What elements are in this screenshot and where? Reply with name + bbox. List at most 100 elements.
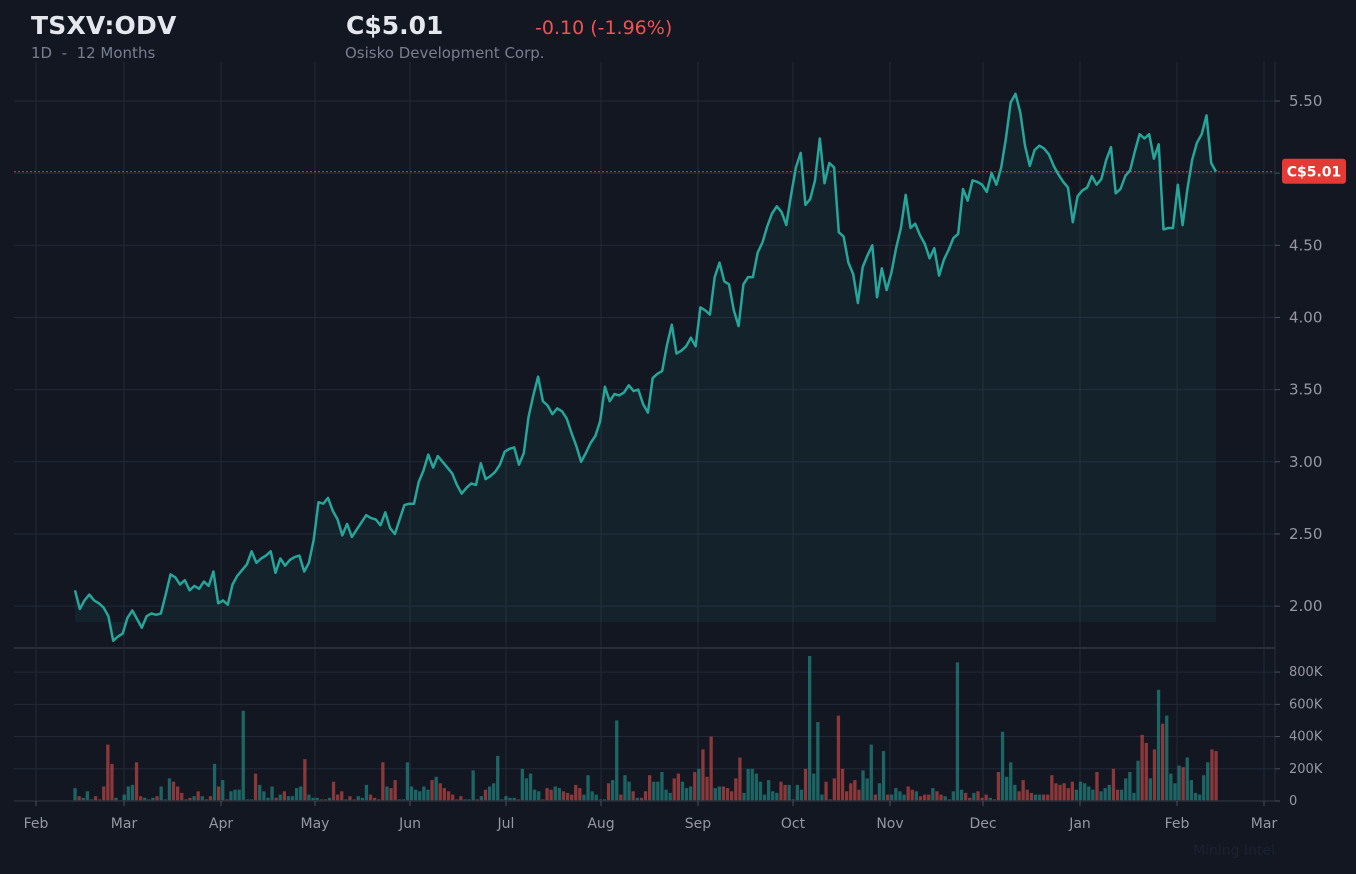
volume-bar (824, 781, 828, 801)
volume-axis-label: 800K (1289, 665, 1323, 680)
volume-bar (122, 794, 126, 801)
volume-bar (697, 768, 701, 801)
volume-bar (319, 799, 323, 801)
time-axis-label: Nov (876, 816, 903, 832)
volume-bar (857, 789, 861, 801)
volume-bar (808, 656, 812, 801)
volume-bar (1115, 789, 1120, 801)
volume-bar (606, 783, 611, 801)
volume-bar (274, 797, 278, 801)
volume-bar (717, 786, 721, 801)
volume-bar (594, 794, 598, 801)
time-axis-label: Feb (24, 816, 49, 832)
volume-bar (660, 772, 664, 801)
volume-bar (188, 797, 192, 801)
time-axis-label: Aug (587, 816, 614, 832)
volume-bar (1107, 784, 1111, 801)
volume-bar (1152, 749, 1157, 801)
volume-bar (1066, 788, 1070, 801)
volume-bar (451, 794, 455, 801)
volume-bar (680, 781, 685, 801)
volume-bar (1128, 772, 1132, 801)
volume-bar (1000, 731, 1005, 801)
volume-axis-label: 400K (1289, 730, 1323, 745)
volume-bar (845, 791, 849, 801)
volume-bar (492, 783, 496, 801)
volume-bar (914, 791, 918, 801)
volume-bar (459, 796, 463, 801)
volume-bar (705, 776, 709, 801)
volume-bar (635, 797, 639, 801)
volume-bar (1074, 789, 1079, 801)
volume-bar (976, 791, 980, 801)
volume-bar (877, 783, 882, 801)
volume-bar (910, 789, 914, 801)
volume-bar (578, 788, 582, 801)
volume-bar (348, 796, 352, 801)
volume-bar (1161, 723, 1165, 801)
volume-bar (344, 799, 348, 801)
volume-bar (496, 755, 500, 801)
volume-bar (278, 794, 282, 801)
volume-bar (479, 796, 483, 801)
time-axis-label: Apr (209, 816, 233, 832)
volume-bar (557, 788, 561, 801)
time-axis-label: Sep (685, 816, 712, 832)
volume-bar (676, 773, 680, 801)
volume-bar (159, 786, 163, 801)
volume-bar (266, 797, 270, 801)
price-area-fill (75, 93, 1216, 641)
time-axis-label: May (301, 816, 330, 832)
volume-bar (906, 786, 910, 801)
volume-bar (225, 799, 229, 801)
volume-bar (245, 799, 249, 801)
volume-bar (434, 776, 438, 801)
volume-bar (537, 791, 541, 801)
volume-bar (746, 768, 750, 801)
volume-bar (307, 794, 311, 801)
volume-bar (869, 744, 873, 801)
time-axis-label: Jan (1068, 816, 1091, 832)
volume-bar (89, 799, 94, 801)
interval-label[interactable]: 1D - 12 Months (31, 44, 156, 62)
volume-bar (602, 799, 607, 801)
volume-bar (147, 799, 151, 801)
volume-bar (77, 796, 81, 801)
volume-bar (377, 799, 381, 801)
volume-bar (693, 772, 697, 801)
volume-bar (134, 762, 139, 801)
volume-bar (327, 797, 332, 801)
volume-bar (988, 797, 992, 801)
volume-bar (336, 794, 340, 801)
volume-bar (487, 786, 492, 801)
volume-bar (241, 710, 245, 801)
volume-bar (598, 799, 602, 801)
volume-bar (1095, 772, 1099, 801)
volume-bar (516, 799, 520, 801)
volume-bar (1099, 791, 1103, 801)
volume-bar (1148, 778, 1152, 801)
volume-bar (713, 788, 717, 801)
volume-bar (1165, 715, 1169, 801)
volume-bar (389, 788, 393, 801)
volume-bar (570, 794, 574, 801)
volume-bar (508, 797, 512, 801)
volume-bar (1206, 762, 1210, 801)
volume-bar (1173, 783, 1177, 801)
volume-bar (1025, 789, 1029, 801)
volume-bar (734, 778, 738, 801)
volume-bar (890, 794, 894, 801)
volume-bar (590, 791, 594, 801)
price-axis-label: 4.50 (1289, 236, 1322, 254)
volume-bar (500, 799, 504, 801)
volume-bar (233, 789, 237, 801)
last-price-badge: C$5.01 (1282, 158, 1346, 184)
volume-bar (126, 786, 130, 801)
volume-bar (972, 792, 976, 801)
volume-bar (955, 662, 960, 801)
volume-bar (996, 772, 1001, 801)
volume-bar (832, 778, 836, 801)
volume-bar (262, 791, 266, 801)
volume-bar (639, 797, 644, 801)
